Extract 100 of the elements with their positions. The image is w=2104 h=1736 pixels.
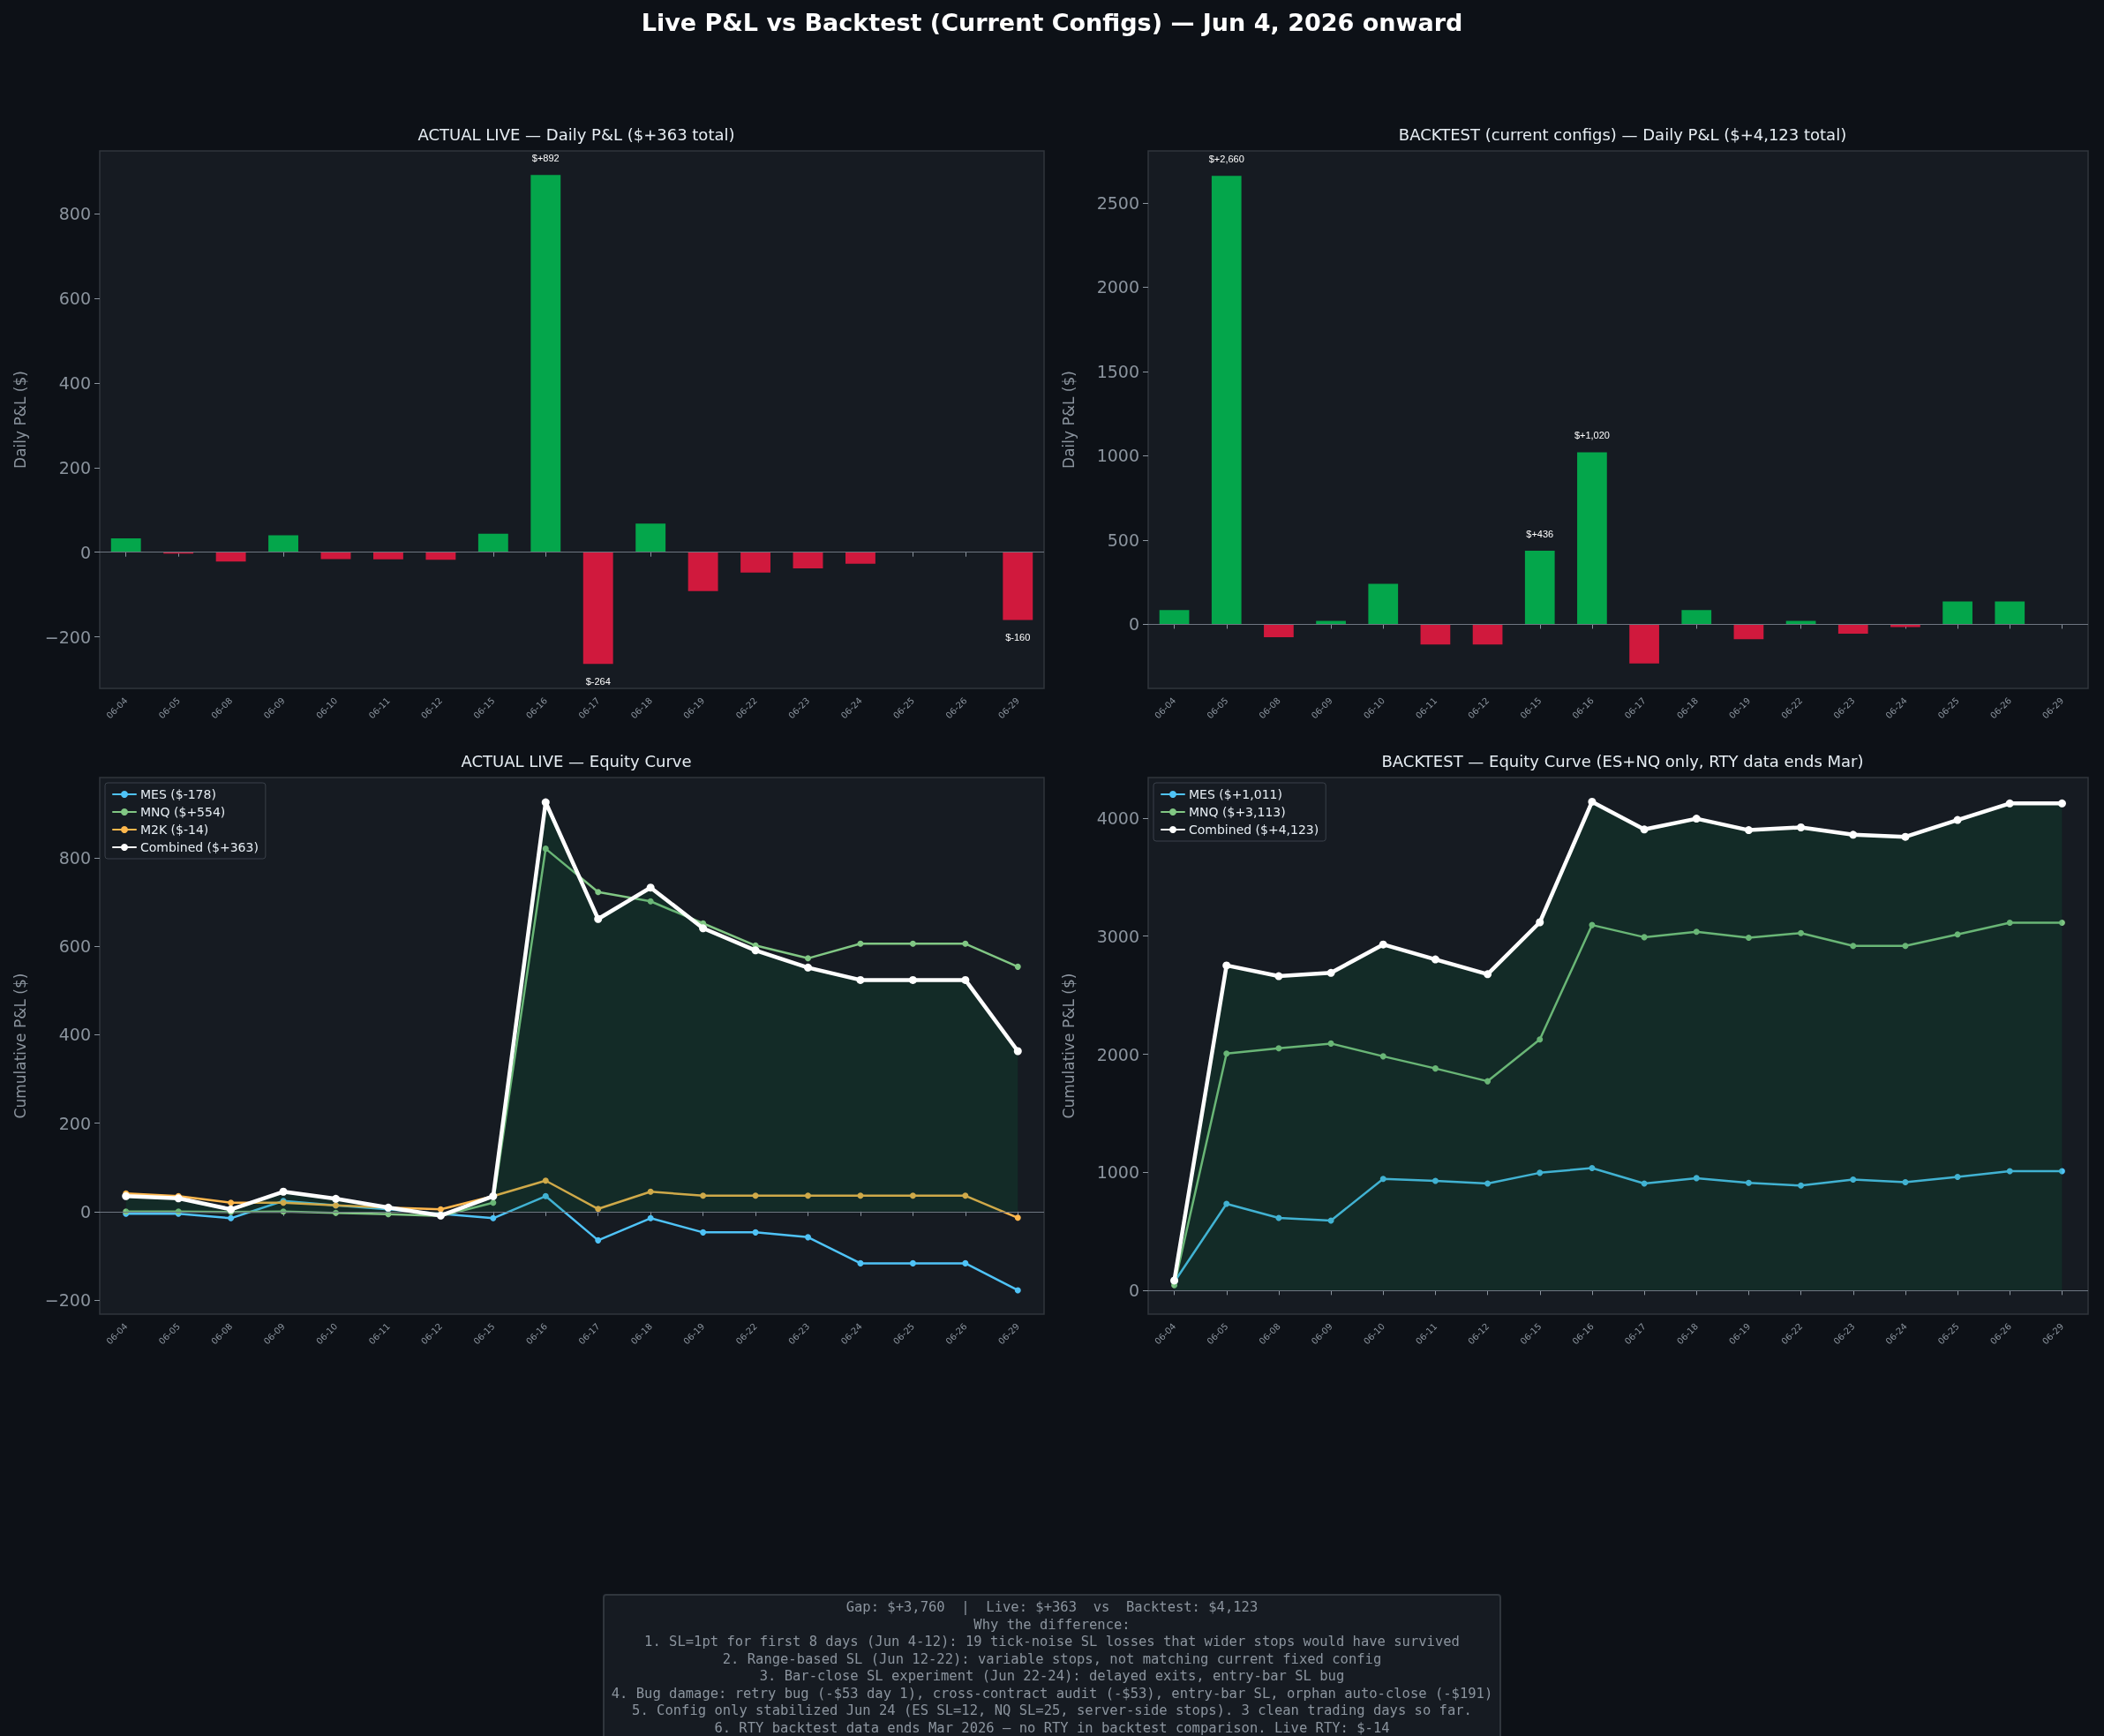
bar — [425, 552, 456, 560]
y-tick-label: 1000 — [1096, 446, 1139, 466]
text: Live P&L vs Backtest (Current Configs) — Jun 4, 2026 onward — [640, 9, 1464, 36]
y-tick-label: 2000 — [1096, 1044, 1139, 1064]
point — [752, 1229, 759, 1236]
point — [857, 1259, 864, 1266]
point — [1484, 970, 1492, 979]
chart-title: ACTUAL LIVE — Daily P&L ($+363 total) — [417, 124, 735, 144]
point — [700, 1229, 707, 1236]
point — [1640, 825, 1649, 834]
point — [542, 845, 549, 853]
point — [279, 1187, 288, 1196]
bar — [1577, 452, 1607, 625]
point — [1379, 940, 1387, 949]
point — [2058, 920, 2065, 927]
point — [805, 955, 811, 962]
data-label: $-264 — [585, 675, 611, 687]
y-tick-label: 800 — [58, 204, 91, 224]
point — [1537, 1036, 1544, 1043]
point — [909, 940, 916, 947]
point — [962, 1192, 969, 1199]
text: 2. Range-based SL (Jun 12-22): variable stops, not matching current fixed config — [722, 1650, 1382, 1667]
text: Why the difference: — [973, 1616, 1131, 1633]
point — [1953, 815, 1962, 824]
legend-label: M2K ($-14) — [140, 823, 209, 837]
text: 1. SL=1pt for first 8 days (Jun 4-12): 19 tick-noise SL losses that wider stops would have survived — [644, 1634, 1460, 1650]
text: Gap: $+3,760 | Live: $+363 vs Backtest: $4,123 — [845, 1599, 1259, 1615]
point — [228, 1199, 235, 1206]
y-tick-label: 0 — [79, 542, 91, 562]
point — [857, 1192, 864, 1199]
point — [1274, 972, 1283, 981]
point — [804, 963, 812, 972]
bar — [215, 552, 246, 562]
point — [595, 1236, 602, 1244]
point — [1693, 1175, 1700, 1182]
chart-title: ACTUAL LIVE — Equity Curve — [461, 751, 692, 770]
legend-label: Combined ($+363) — [140, 840, 259, 854]
bar — [1211, 176, 1242, 625]
point — [1744, 826, 1753, 835]
y-tick-label: 2500 — [1096, 192, 1139, 213]
point — [1641, 934, 1648, 941]
y-tick-label: 200 — [58, 457, 91, 477]
text: 6. RTY backtest data ends Mar 2026 — no RTY in backtest comparison. Live RTY: $-14 — [714, 1719, 1390, 1736]
point — [1431, 1177, 1439, 1184]
legend-label: MNQ ($+3,113) — [1189, 805, 1286, 819]
text: 5. Config only stabilized Jun 24 (ES SL=12, NQ SL=25, server-side stops). 3 clean trading days so far. — [632, 1702, 1472, 1718]
point — [1849, 830, 1858, 839]
point — [1379, 1176, 1386, 1183]
bar — [582, 552, 613, 665]
y-tick-label: 500 — [1107, 530, 1139, 550]
point — [2006, 920, 2013, 927]
bar — [1942, 601, 1972, 625]
bar — [1264, 624, 1294, 637]
point — [1850, 943, 1857, 950]
point — [595, 889, 602, 896]
y-tick-label: 2000 — [1096, 277, 1139, 297]
data-label: $-160 — [1005, 631, 1031, 643]
point — [1850, 1176, 1857, 1183]
y-tick-label: −200 — [44, 627, 91, 647]
point — [1536, 918, 1544, 927]
point — [805, 1192, 811, 1199]
point — [1692, 815, 1701, 823]
bar — [1472, 624, 1503, 645]
point — [962, 1259, 969, 1266]
point — [646, 883, 655, 892]
point — [805, 1234, 811, 1241]
point — [1798, 929, 1805, 936]
point — [1797, 823, 1806, 831]
text: 3. Bar-close SL experiment (Jun 22-24): delayed exits, entry-bar SL bug — [759, 1668, 1345, 1684]
data-label: $+436 — [1526, 528, 1554, 539]
bar — [1003, 552, 1033, 620]
point — [1013, 1047, 1022, 1056]
bar — [793, 552, 823, 568]
chart-title: BACKTEST — Equity Curve (ES+NQ only, RTY data ends Mar) — [1381, 751, 1864, 770]
point — [647, 898, 654, 905]
point — [1484, 1180, 1492, 1187]
point — [1745, 1179, 1752, 1186]
bar — [477, 533, 508, 552]
y-tick-label: 600 — [58, 289, 91, 309]
point — [122, 1191, 131, 1200]
y-tick-label: 600 — [58, 936, 91, 957]
point — [594, 914, 603, 923]
point — [1014, 963, 1021, 970]
point — [1902, 1179, 1909, 1186]
bar — [688, 552, 718, 591]
point — [1223, 1050, 1230, 1057]
point — [1537, 1169, 1544, 1176]
y-axis-title: Daily P&L ($) — [1059, 371, 1078, 469]
y-tick-label: 1500 — [1096, 361, 1139, 381]
point — [174, 1194, 183, 1203]
point — [1431, 1065, 1439, 1072]
point — [961, 975, 970, 984]
y-tick-label: 3000 — [1096, 926, 1139, 946]
y-tick-label: 0 — [1128, 614, 1139, 635]
bar — [1733, 624, 1764, 640]
point — [908, 975, 917, 984]
point — [1954, 1173, 1961, 1180]
point — [1745, 935, 1752, 942]
point — [1327, 1040, 1334, 1047]
point — [1589, 1165, 1596, 1172]
